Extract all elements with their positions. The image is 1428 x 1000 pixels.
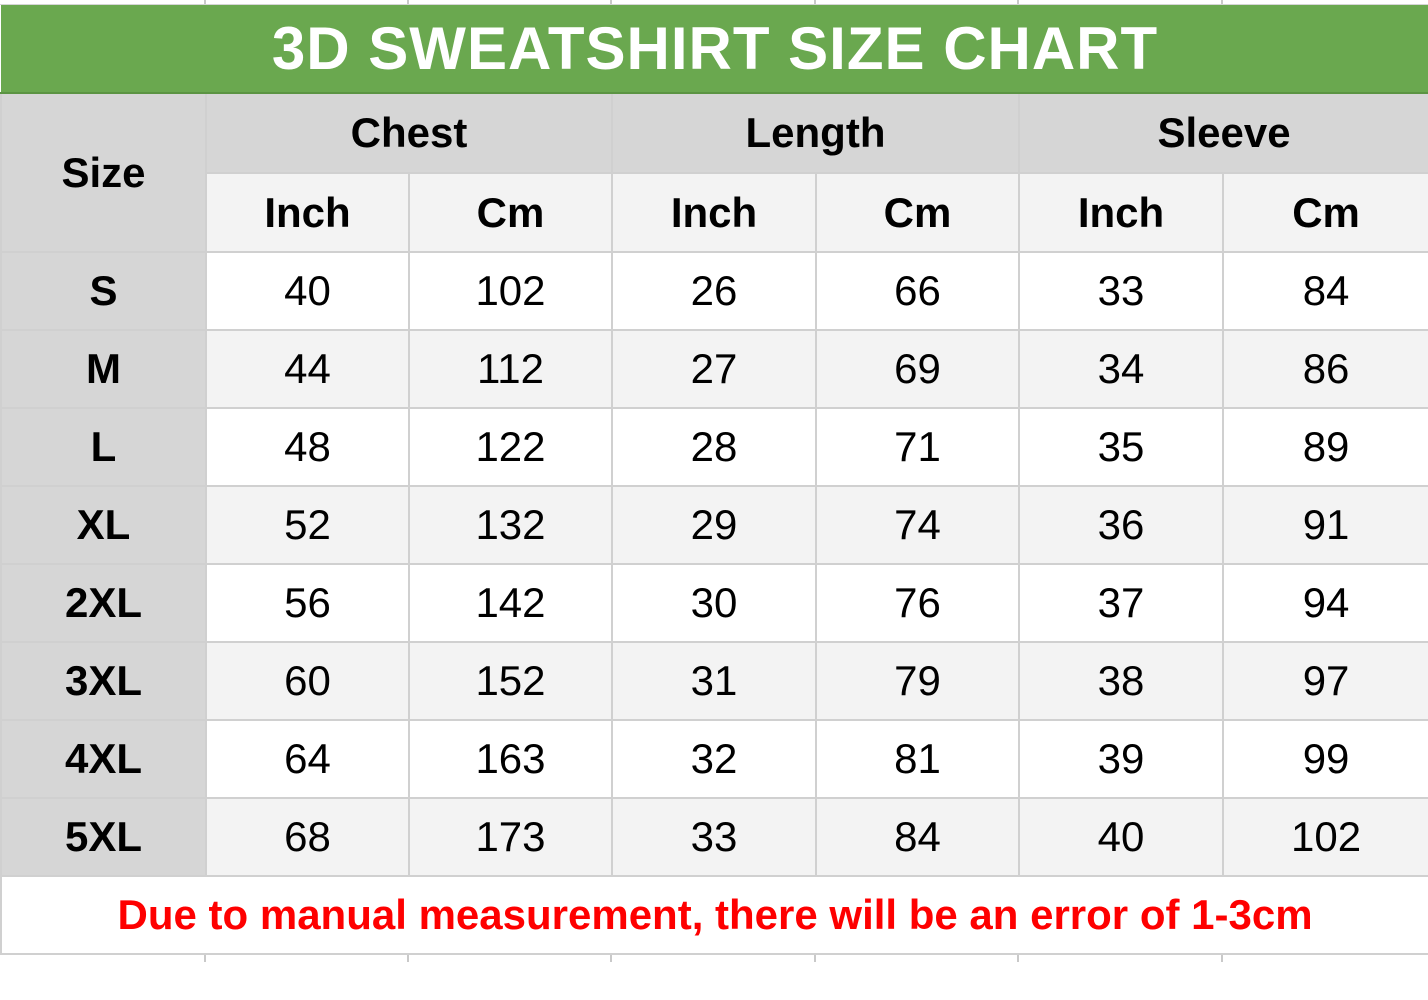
subheader-sleeve-inch: Inch <box>1018 172 1224 253</box>
cell-length-inch: 27 <box>611 329 817 409</box>
measurement-note: Due to manual measurement, there will be… <box>0 875 1428 955</box>
subheader-length-cm: Cm <box>815 172 1020 253</box>
cell-sleeve-cm: 102 <box>1221 797 1428 877</box>
cell-sleeve-cm: 94 <box>1221 563 1428 643</box>
cell-sleeve-inch: 38 <box>1018 641 1224 721</box>
cell-length-inch: 28 <box>611 407 817 487</box>
cell-sleeve-cm: 97 <box>1221 641 1428 721</box>
spreadsheet-gridline-strip-bottom <box>0 955 1428 962</box>
cell-chest-cm: 132 <box>408 485 613 565</box>
table-row-xl: XL 52 132 29 74 36 91 <box>0 485 1428 565</box>
cell-chest-inch: 48 <box>205 407 410 487</box>
cell-length-cm: 71 <box>815 407 1020 487</box>
cell-chest-inch: 52 <box>205 485 410 565</box>
group-header-chest: Chest <box>205 92 613 174</box>
cell-chest-cm: 163 <box>408 719 613 799</box>
cell-chest-cm: 102 <box>408 251 613 331</box>
cell-sleeve-cm: 89 <box>1221 407 1428 487</box>
cell-sleeve-inch: 36 <box>1018 485 1224 565</box>
cell-sleeve-inch: 37 <box>1018 563 1224 643</box>
cell-chest-cm: 173 <box>408 797 613 877</box>
cell-length-cm: 76 <box>815 563 1020 643</box>
subheader-chest-inch: Inch <box>205 172 410 253</box>
table-row-3xl: 3XL 60 152 31 79 38 97 <box>0 641 1428 721</box>
cell-chest-inch: 40 <box>205 251 410 331</box>
table-row-s: S 40 102 26 66 33 84 <box>0 251 1428 331</box>
size-label: M <box>0 329 207 409</box>
size-label: L <box>0 407 207 487</box>
group-header-length: Length <box>611 92 1020 174</box>
cell-sleeve-inch: 39 <box>1018 719 1224 799</box>
cell-length-inch: 33 <box>611 797 817 877</box>
table-row-5xl: 5XL 68 173 33 84 40 102 <box>0 797 1428 877</box>
subheader-sleeve-cm: Cm <box>1221 172 1428 253</box>
table-row-4xl: 4XL 64 163 32 81 39 99 <box>0 719 1428 799</box>
cell-chest-inch: 64 <box>205 719 410 799</box>
size-label: 5XL <box>0 797 207 877</box>
cell-length-cm: 74 <box>815 485 1020 565</box>
size-label: S <box>0 251 207 331</box>
cell-chest-cm: 112 <box>408 329 613 409</box>
cell-length-cm: 84 <box>815 797 1020 877</box>
cell-length-inch: 31 <box>611 641 817 721</box>
cell-length-inch: 32 <box>611 719 817 799</box>
cell-sleeve-cm: 91 <box>1221 485 1428 565</box>
cell-chest-inch: 44 <box>205 329 410 409</box>
table-row-m: M 44 112 27 69 34 86 <box>0 329 1428 409</box>
cell-length-cm: 66 <box>815 251 1020 331</box>
cell-sleeve-inch: 35 <box>1018 407 1224 487</box>
table-row-l: L 48 122 28 71 35 89 <box>0 407 1428 487</box>
cell-chest-inch: 68 <box>205 797 410 877</box>
cell-length-inch: 30 <box>611 563 817 643</box>
size-label: 2XL <box>0 563 207 643</box>
group-header-sleeve: Sleeve <box>1017 92 1428 174</box>
cell-length-cm: 79 <box>815 641 1020 721</box>
cell-chest-inch: 60 <box>205 641 410 721</box>
cell-length-inch: 29 <box>611 485 817 565</box>
cell-length-inch: 26 <box>611 251 817 331</box>
cell-sleeve-inch: 34 <box>1018 329 1224 409</box>
subheader-chest-cm: Cm <box>408 172 613 253</box>
cell-chest-cm: 122 <box>408 407 613 487</box>
cell-chest-cm: 142 <box>408 563 613 643</box>
size-column-header: Size <box>0 92 207 253</box>
size-chart-table: 3D SWEATSHIRT SIZE CHART Size Chest Leng… <box>0 5 1428 955</box>
cell-length-cm: 81 <box>815 719 1020 799</box>
cell-sleeve-inch: 40 <box>1018 797 1224 877</box>
cell-chest-cm: 152 <box>408 641 613 721</box>
cell-sleeve-inch: 33 <box>1018 251 1224 331</box>
size-label: 4XL <box>0 719 207 799</box>
cell-length-cm: 69 <box>815 329 1020 409</box>
size-label: 3XL <box>0 641 207 721</box>
table-row-2xl: 2XL 56 142 30 76 37 94 <box>0 563 1428 643</box>
cell-sleeve-cm: 99 <box>1221 719 1428 799</box>
cell-sleeve-cm: 84 <box>1221 251 1428 331</box>
cell-chest-inch: 56 <box>205 563 410 643</box>
subheader-length-inch: Inch <box>611 172 817 253</box>
group-header-row: Size Chest Length Sleeve <box>0 92 1428 253</box>
cell-sleeve-cm: 86 <box>1221 329 1428 409</box>
unit-header-row: Inch Cm Inch Cm Inch Cm <box>1 172 1428 253</box>
size-label: XL <box>0 485 207 565</box>
title-row: 3D SWEATSHIRT SIZE CHART <box>1 5 1428 94</box>
note-row: Due to manual measurement, there will be… <box>0 875 1428 955</box>
chart-title: 3D SWEATSHIRT SIZE CHART <box>1 5 1428 94</box>
spreadsheet-gridline-strip-top <box>0 0 1428 5</box>
